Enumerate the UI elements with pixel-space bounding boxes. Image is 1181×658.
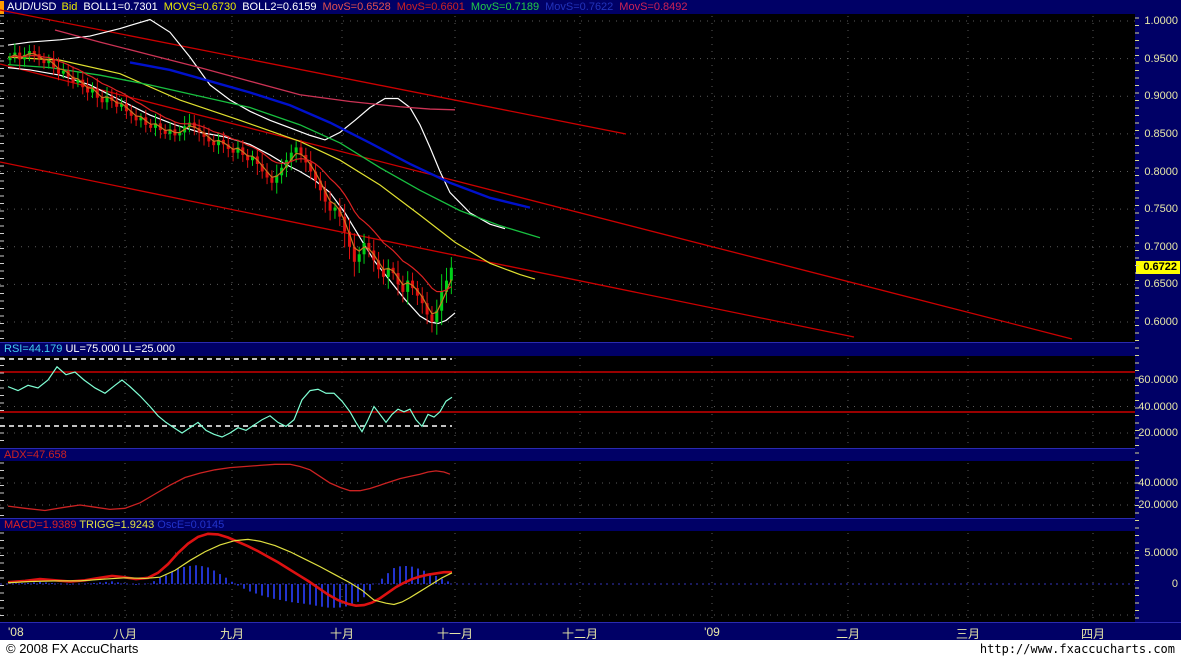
price-tick-label: 0.7000 bbox=[1144, 240, 1178, 253]
indicator-readout: MovS=0.6601 bbox=[396, 0, 465, 13]
ma-blue bbox=[129, 61, 531, 209]
bid-label: Bid bbox=[61, 0, 78, 13]
indicator-readout: MovS=0.6528 bbox=[322, 0, 391, 13]
adx-tick-label: 20.0000 bbox=[1138, 499, 1178, 511]
value-axis[interactable]: 1.0000 0.9500 0.9000 0.8500 0.8000 0.7500 0.70… bbox=[1135, 14, 1181, 622]
indicator-readout: MOVS=0.6730 bbox=[163, 0, 237, 13]
price-tick-label: 0.8500 bbox=[1144, 127, 1178, 140]
window-accent-bar bbox=[0, 0, 4, 14]
indicator-readout: BOLL2=0.6159 bbox=[242, 0, 317, 13]
ma-crimson bbox=[54, 29, 456, 111]
last-price-badge: 0.6722 bbox=[1136, 260, 1180, 274]
adx-line bbox=[7, 463, 451, 512]
price-tick-label: 0.6500 bbox=[1144, 278, 1178, 291]
time-tick-label: 四月 bbox=[1080, 627, 1106, 641]
indicator-readouts: BOLL1=0.7301 MOVS=0.6730 BOLL2=0.6159 MovS=… bbox=[77, 1, 687, 14]
macd-tick-label: 0 bbox=[1171, 578, 1178, 590]
ma-red-med bbox=[9, 54, 452, 293]
time-tick-label: 十一月 bbox=[436, 627, 474, 641]
price-tick-label: 0.7500 bbox=[1144, 203, 1178, 216]
trendlines bbox=[0, 9, 1073, 340]
price-tick-label: 0.8000 bbox=[1144, 165, 1178, 178]
rsi-line bbox=[7, 365, 453, 438]
price-tick-label: 0.9000 bbox=[1144, 90, 1178, 103]
price-tick-label: 0.9500 bbox=[1144, 52, 1178, 65]
price-tick-label: 0.6000 bbox=[1144, 316, 1178, 328]
indicator-readout: MovS=0.7622 bbox=[545, 0, 614, 13]
macd-tick-label: 5.0000 bbox=[1144, 547, 1178, 559]
time-tick-label: '09 bbox=[704, 625, 720, 639]
copyright-label: © 2008 FX AccuCharts bbox=[6, 641, 139, 656]
rsi-levels-readout: UL=75.000 LL=25.000 bbox=[65, 343, 175, 355]
macd-panel-header: MACD=1.9389 TRIGG=1.9243 OscE=0.0145 bbox=[0, 518, 1135, 532]
adx-panel-header: ADX=47.658 bbox=[0, 448, 1135, 462]
time-tick-label: 八月 bbox=[112, 627, 138, 641]
time-tick-label: '08 bbox=[8, 625, 24, 639]
macd-trigger-line bbox=[7, 538, 453, 606]
time-axis[interactable]: '08 八月 九月 十月 十一月 十二月 '09 二月 三月 四月 bbox=[0, 622, 1181, 641]
rsi-tick-label: 40.0000 bbox=[1138, 400, 1178, 413]
panel-bg bbox=[0, 461, 1135, 518]
osce-readout: OscE=0.0145 bbox=[157, 519, 225, 531]
gridlines bbox=[0, 16, 1135, 621]
rsi-tick-label: 20.0000 bbox=[1138, 427, 1178, 439]
indicator-readout: BOLL1=0.7301 bbox=[83, 0, 158, 13]
indicator-readout: MovS=0.7189 bbox=[470, 0, 540, 13]
status-footer: © 2008 FX AccuCharts http://www.fxaccuch… bbox=[0, 640, 1181, 658]
panel-bg bbox=[0, 356, 1135, 448]
macd-readout: MACD=1.9389 bbox=[4, 519, 77, 531]
rsi-readout: RSI=44.179 bbox=[4, 343, 63, 355]
time-tick-label: 十月 bbox=[329, 627, 355, 641]
trigg-readout: TRIGG=1.9243 bbox=[79, 519, 155, 531]
ma-green bbox=[7, 63, 541, 239]
boll-lower bbox=[7, 67, 456, 325]
adx-tick-label: 40.0000 bbox=[1138, 477, 1178, 489]
boll-mid bbox=[7, 56, 536, 280]
footer-url: http://www.fxaccucharts.com bbox=[979, 642, 1175, 656]
price-tick-label: 1.0000 bbox=[1144, 15, 1178, 27]
time-tick-label: 三月 bbox=[955, 627, 981, 641]
adx-readout: ADX=47.658 bbox=[4, 449, 67, 461]
panel-bg bbox=[0, 531, 1135, 622]
macd-line bbox=[7, 532, 452, 608]
time-tick-label: 九月 bbox=[219, 627, 245, 641]
boll-upper bbox=[7, 18, 506, 230]
time-tick-label: 二月 bbox=[835, 627, 861, 641]
symbol-label: AUD/USD bbox=[7, 0, 57, 13]
axis-ticks bbox=[0, 15, 1139, 619]
rsi-panel-header: RSI=44.179 UL=75.000 LL=25.000 bbox=[0, 342, 1135, 356]
symbol-header: AUD/USD Bid BOLL1=0.7301 MOVS=0.6730 BOLL2… bbox=[0, 0, 1181, 14]
time-tick-label: 十二月 bbox=[561, 627, 599, 641]
ma-orange-fast bbox=[9, 52, 452, 315]
panel-bg bbox=[0, 14, 1135, 342]
indicator-readout: MovS=0.8492 bbox=[619, 0, 688, 13]
rsi-tick-label: 60.0000 bbox=[1138, 374, 1178, 386]
